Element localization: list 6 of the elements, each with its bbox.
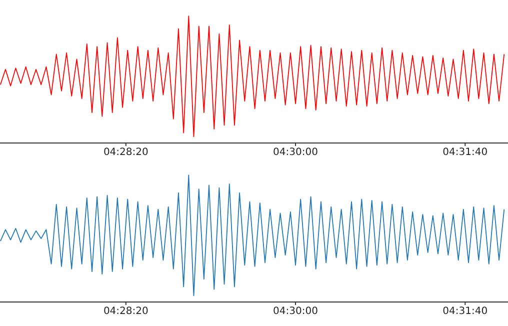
x-tick-label: 04:31:40 xyxy=(442,147,488,158)
x-tick-label: 04:31:40 xyxy=(442,306,488,318)
x-tick-label: 04:28:20 xyxy=(103,147,148,158)
x-tick-label: 04:28:20 xyxy=(103,306,148,318)
x-tick-label: 04:30:00 xyxy=(273,306,318,318)
x-tick-label: 04:30:00 xyxy=(273,147,318,158)
